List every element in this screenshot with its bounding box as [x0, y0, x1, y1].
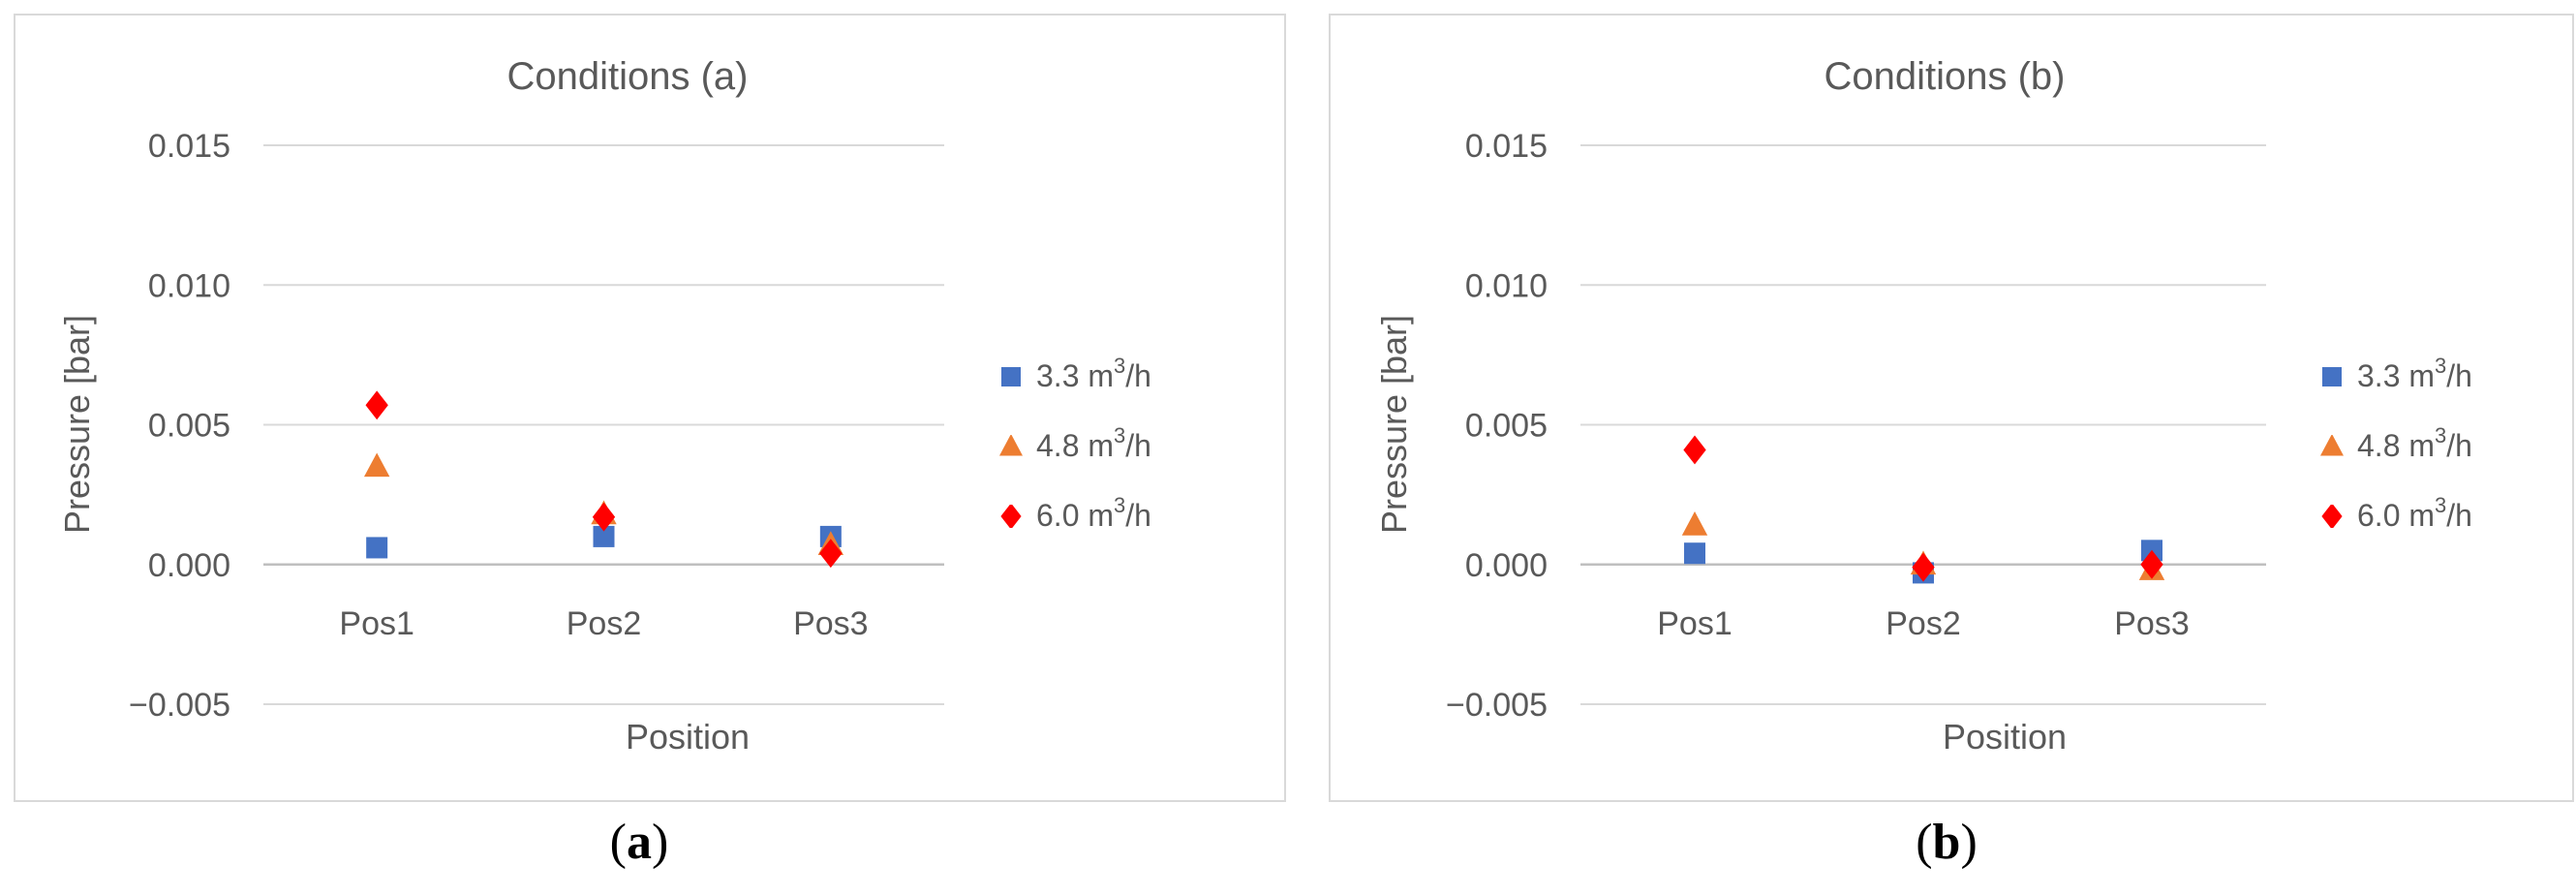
- legend-swatch: [1001, 366, 1021, 386]
- legend-marker-square: [2322, 366, 2342, 386]
- data-point-diamond: [592, 502, 616, 532]
- legend-label: 4.8 m3/h: [2357, 423, 2472, 464]
- legend-label: 6.0 m3/h: [2357, 493, 2472, 534]
- legend-swatch: [2322, 366, 2342, 386]
- legend-marker-diamond: [1000, 504, 1022, 528]
- legend-marker-diamond: [2321, 504, 2343, 528]
- y-axis-label: Pressure [bar]: [57, 315, 97, 534]
- data-point-triangle: [363, 452, 390, 478]
- y-tick-label: 0.010: [1465, 267, 1548, 304]
- x-axis-label: Position: [626, 717, 750, 757]
- y-tick-label: 0.015: [1465, 128, 1548, 165]
- y-tick-label: −0.005: [1446, 687, 1548, 724]
- legend-swatch: [999, 434, 1023, 455]
- data-point-square: [593, 525, 615, 547]
- legend-label: 4.8 m3/h: [1036, 423, 1151, 464]
- legend-item: 3.3 m3/h: [2320, 354, 2472, 394]
- data-point-diamond: [1683, 435, 1706, 465]
- y-tick-label: −0.005: [129, 687, 230, 724]
- legend-marker-square: [1001, 366, 1021, 386]
- x-tick-label: Pos1: [1657, 605, 1733, 642]
- legend-item: 6.0 m3/h: [999, 493, 1151, 534]
- y-axis-label: Pressure [bar]: [1374, 315, 1414, 534]
- chart-title: Conditions (b): [1824, 55, 2065, 98]
- legend-item: 4.8 m3/h: [2320, 423, 2472, 464]
- caption-label: a: [627, 815, 652, 870]
- x-tick-label: Pos3: [793, 605, 869, 642]
- chart-title: Conditions (a): [506, 55, 748, 98]
- y-tick-label: 0.005: [148, 408, 230, 445]
- scatter-plot-a: Conditions (a) 0.015 0.010 0.005 0.000 −0.005…: [57, 55, 944, 757]
- data-point-diamond: [2140, 549, 2163, 579]
- y-tick-label: 0.000: [1465, 547, 1548, 584]
- legend-marker-triangle: [999, 434, 1023, 455]
- caption-open: (: [1916, 815, 1933, 870]
- data-point-diamond: [365, 390, 388, 420]
- scatter-plot-b: Conditions (b) 0.015 0.010 0.005 0.000 −0.005…: [1374, 55, 2266, 757]
- data-point-diamond: [819, 539, 843, 569]
- legend-swatch: [2321, 504, 2343, 528]
- legend-item: 6.0 m3/h: [2320, 493, 2472, 534]
- legend-swatch: [1000, 504, 1022, 528]
- y-tick-label: 0.015: [148, 128, 230, 165]
- caption-close: ): [1960, 815, 1978, 870]
- data-point-square: [366, 537, 388, 559]
- y-tick-label: 0.005: [1465, 408, 1548, 445]
- x-tick-label: Pos1: [339, 605, 414, 642]
- caption-close: ): [652, 815, 669, 870]
- legend-label: 3.3 m3/h: [2357, 354, 2472, 394]
- x-axis-label: Position: [1943, 717, 2067, 757]
- data-point-triangle: [1681, 511, 1708, 536]
- legend-swatch: [2320, 434, 2344, 455]
- y-tick-label: 0.000: [148, 547, 230, 584]
- legend-item: 3.3 m3/h: [999, 354, 1151, 394]
- x-tick-label: Pos3: [2114, 605, 2190, 642]
- legend-label: 3.3 m3/h: [1036, 354, 1151, 394]
- caption-open: (: [609, 815, 627, 870]
- y-tick-label: 0.010: [148, 267, 230, 304]
- caption-b: (b): [1850, 814, 2043, 871]
- legend-label: 6.0 m3/h: [1036, 493, 1151, 534]
- x-tick-label: Pos2: [567, 605, 642, 642]
- data-point-square: [1684, 542, 1705, 565]
- legend-marker-triangle: [2320, 434, 2344, 455]
- caption-label: b: [1932, 815, 1961, 870]
- legend-item: 4.8 m3/h: [999, 423, 1151, 464]
- caption-a: (a): [542, 814, 736, 871]
- x-tick-label: Pos2: [1886, 605, 1961, 642]
